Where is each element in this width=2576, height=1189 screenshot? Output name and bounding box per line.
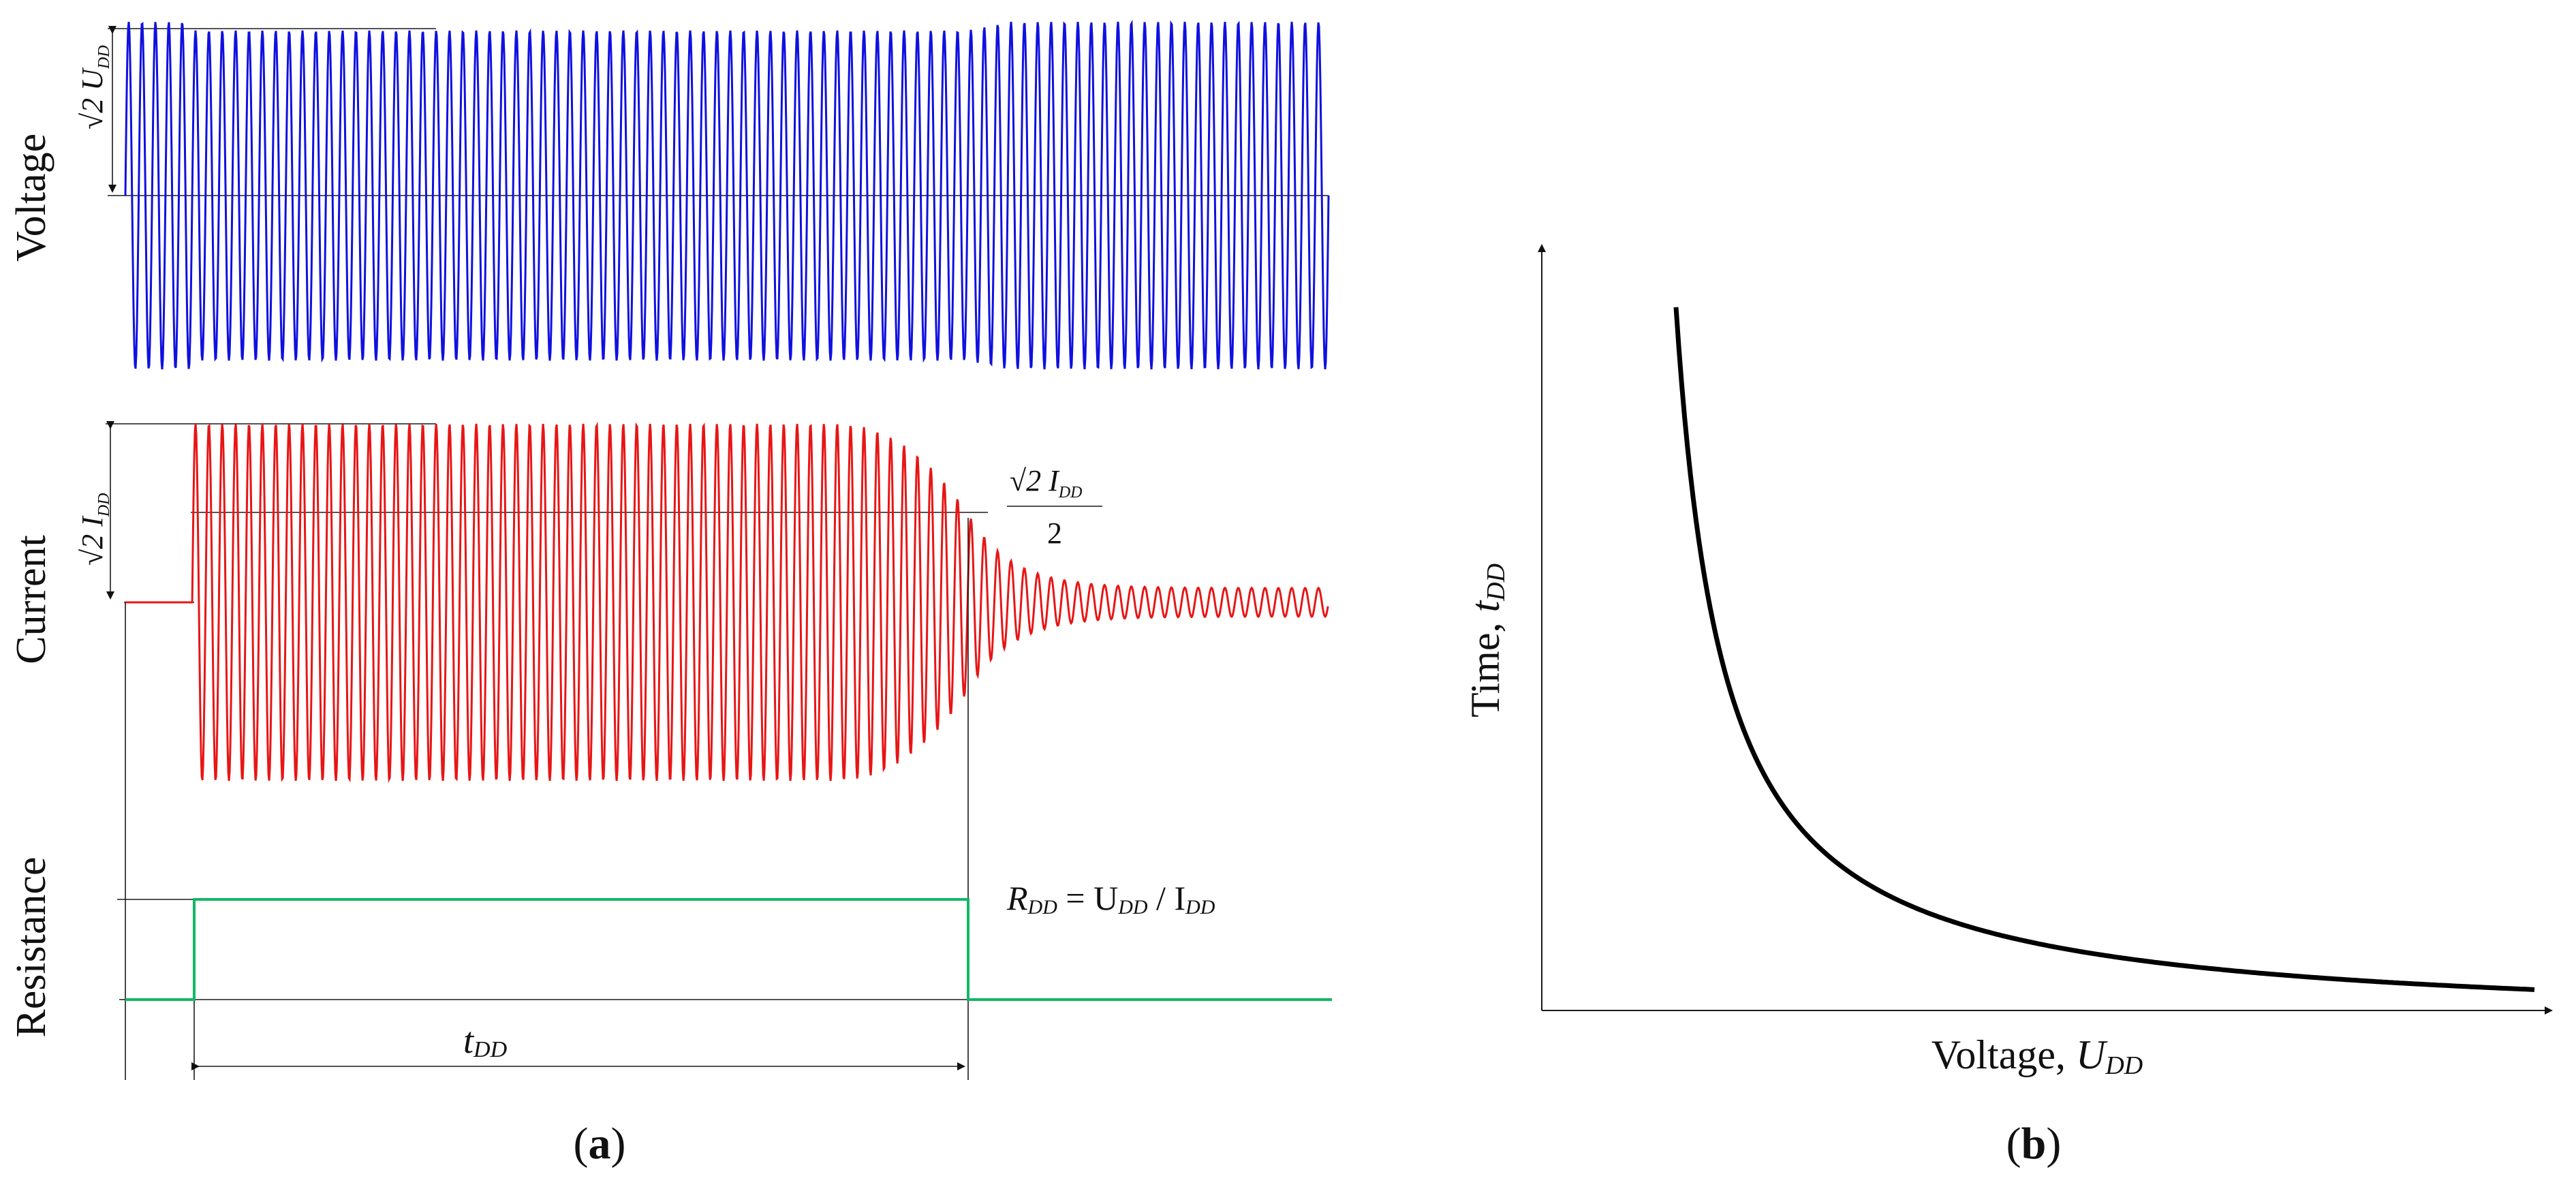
panel-a-caption: (a) bbox=[574, 1119, 626, 1169]
panel-a: Voltage √2 UDD Current √2 IDD √2 IDD 2 bbox=[8, 19, 1332, 1169]
resistance-step bbox=[125, 898, 1332, 1001]
panel-b-caption: (b) bbox=[2006, 1119, 2062, 1169]
resistance-equation: RDD = UDD / IDD bbox=[1006, 879, 1215, 918]
current-plot: Current √2 IDD √2 IDD 2 bbox=[8, 421, 1329, 784]
voltage-axis-label: Voltage bbox=[8, 134, 55, 262]
resistance-plot: Resistance RDD = UDD / IDD tDD bbox=[8, 518, 1332, 1080]
half-current-label: √2 IDD 2 bbox=[1007, 464, 1102, 550]
time-voltage-curve bbox=[1673, 307, 2535, 992]
current-waveform bbox=[125, 421, 1329, 784]
voltage-waveform bbox=[124, 19, 1330, 370]
svg-text:√2 UDD: √2 UDD bbox=[76, 45, 113, 129]
y-axis-label: Time, tDD bbox=[1463, 563, 1510, 717]
resistance-axis-label: Resistance bbox=[8, 856, 55, 1037]
panel-b: Voltage, UDD Time, tDD (b) bbox=[1463, 244, 2553, 1169]
duration-label: tDD bbox=[463, 1020, 508, 1062]
current-axis-label: Current bbox=[8, 535, 55, 664]
voltage-amplitude-label: √2 UDD bbox=[76, 45, 113, 129]
voltage-plot: Voltage √2 UDD bbox=[8, 19, 1330, 370]
svg-text:√2 IDD: √2 IDD bbox=[76, 493, 113, 566]
fraction-denominator: 2 bbox=[1047, 516, 1062, 550]
svg-text:√2 IDD: √2 IDD bbox=[1010, 464, 1082, 501]
current-amplitude-label: √2 IDD bbox=[76, 493, 113, 566]
x-axis-label: Voltage, UDD bbox=[1931, 1032, 2143, 1080]
